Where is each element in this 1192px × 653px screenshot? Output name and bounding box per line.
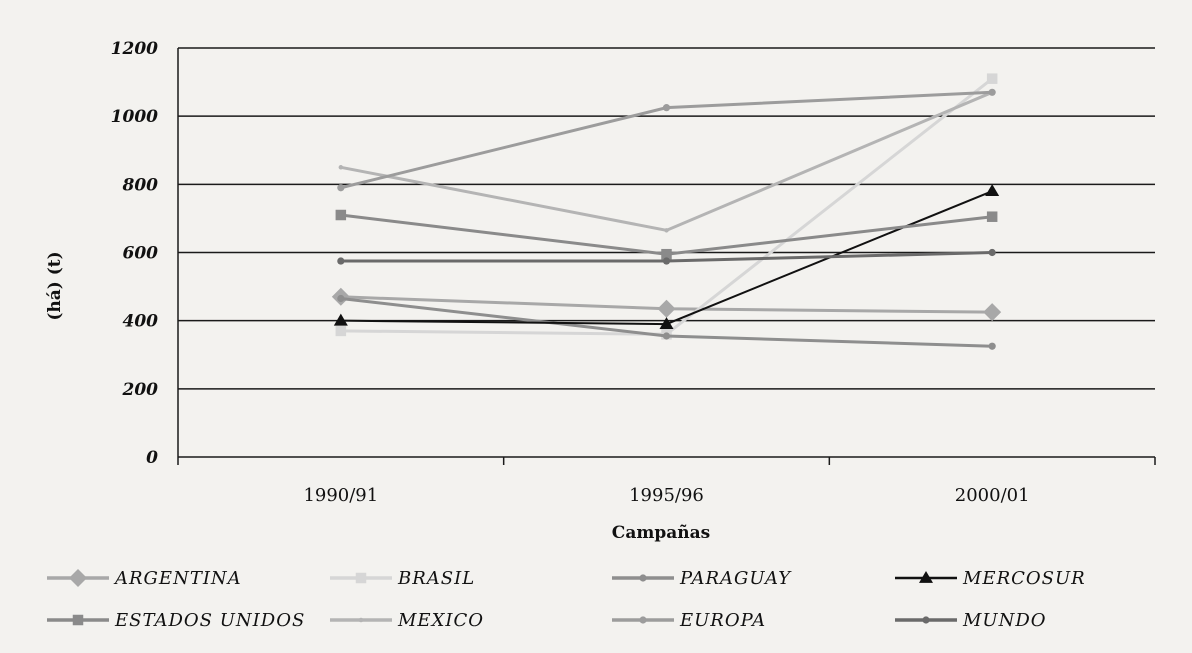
legend-label: MERCOSUR <box>962 568 1086 589</box>
data-point <box>659 317 674 329</box>
data-point <box>337 257 345 265</box>
legend-marker <box>922 616 930 624</box>
series-mexico <box>338 90 995 233</box>
y-tick-label: 600 <box>123 244 159 264</box>
legend-label: BRASIL <box>397 568 475 589</box>
y-tick-label: 800 <box>122 175 159 195</box>
legend-marker <box>69 569 87 587</box>
series-mundo <box>337 248 996 265</box>
y-tick-label: 1200 <box>111 39 158 59</box>
legend-item: ARGENTINA <box>47 568 242 589</box>
legend-label: ESTADOS UNIDOS <box>114 610 305 631</box>
data-point <box>988 342 996 350</box>
x-tick-label: 1995/96 <box>629 485 704 506</box>
data-point <box>986 211 998 222</box>
data-point <box>337 184 345 192</box>
legend-item: MUNDO <box>895 610 1047 631</box>
x-tick-label: 2000/01 <box>955 485 1030 506</box>
legend-marker <box>639 574 647 582</box>
legend-marker <box>919 571 933 583</box>
axes: 0 200 400 600 800 1000 1200 1990/91 1995/96 2000/… <box>111 39 1156 506</box>
series-line <box>340 77 994 336</box>
data-point <box>333 313 348 326</box>
x-axis-title: Campañas <box>612 523 710 543</box>
legend: ARGENTINA BRASIL PARAGUAY MERCOSUR ESTADOS U… <box>47 568 1086 631</box>
series-argentina <box>331 287 1002 322</box>
legend-item: MERCOSUR <box>895 568 1086 589</box>
legend-item: PARAGUAY <box>612 568 792 589</box>
legend-label: PARAGUAY <box>679 568 792 589</box>
legend-label: EUROPA <box>679 610 766 631</box>
legend-marker <box>355 572 367 584</box>
series-estados-unidos <box>335 209 998 260</box>
data-point <box>662 257 671 265</box>
legend-item: EUROPA <box>612 610 766 631</box>
x-tick-label: 1990/91 <box>303 485 378 506</box>
legend-label: MEXICO <box>397 610 484 631</box>
data-point <box>985 184 1000 197</box>
data-point <box>661 248 672 260</box>
legend-marker <box>358 617 364 623</box>
data-point <box>983 303 1002 322</box>
y-tick-label: 200 <box>122 380 159 400</box>
series-paraguay <box>337 294 996 350</box>
data-point <box>986 73 998 84</box>
legend-item: MEXICO <box>330 610 484 631</box>
series-line <box>340 90 993 232</box>
data-point <box>335 325 347 337</box>
series-lines <box>331 73 1002 350</box>
y-tick-label: 1000 <box>111 107 158 127</box>
series-line <box>340 213 993 256</box>
data-point <box>988 88 996 96</box>
data-point <box>335 209 347 221</box>
data-point <box>664 228 669 233</box>
data-point <box>337 294 345 303</box>
data-point <box>988 248 996 257</box>
y-axis-title: (há) (t) <box>45 251 65 320</box>
data-point <box>338 165 344 170</box>
series-europa <box>337 88 996 192</box>
series-mercosur <box>333 184 1000 329</box>
data-point <box>662 332 671 340</box>
data-point <box>662 104 671 112</box>
legend-label: ARGENTINA <box>113 568 242 589</box>
legend-label: MUNDO <box>962 610 1047 631</box>
legend-marker <box>72 614 84 626</box>
data-point <box>657 299 676 318</box>
legend-item: ESTADOS UNIDOS <box>47 610 305 631</box>
legend-item: BRASIL <box>330 568 475 589</box>
legend-marker <box>639 616 647 624</box>
y-tick-label: 0 <box>146 448 158 468</box>
y-tick-label: 400 <box>123 312 159 332</box>
